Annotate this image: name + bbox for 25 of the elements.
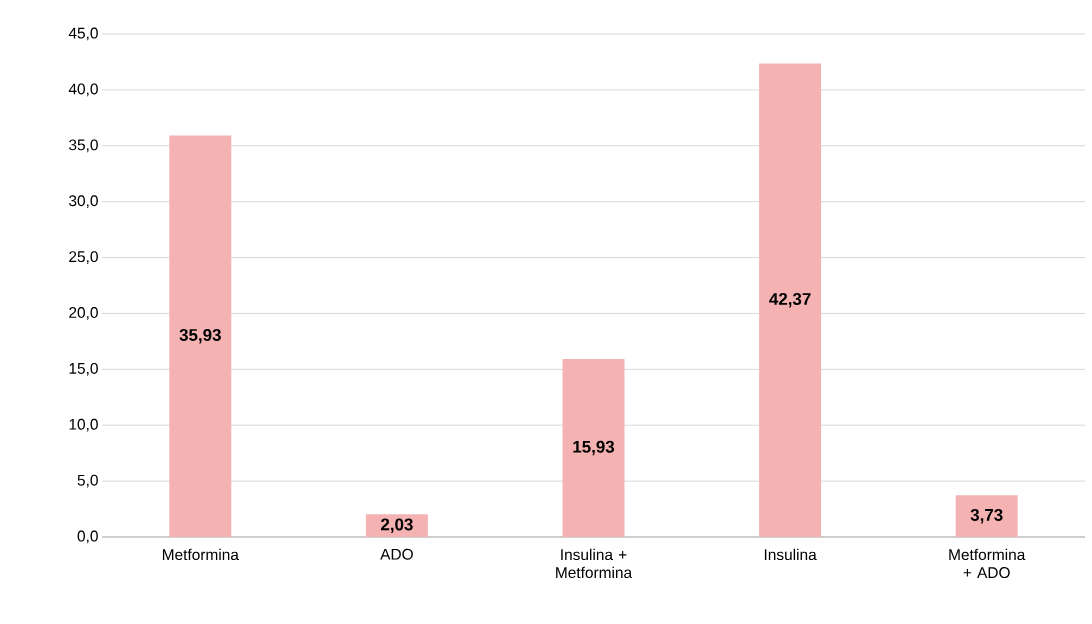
bar <box>169 135 232 537</box>
y-tick-label: 30,0 <box>69 195 98 209</box>
y-tick-label: 0,0 <box>77 530 98 544</box>
x-tick-label: Metformina <box>162 548 239 561</box>
data-label: 2,03 <box>381 518 413 533</box>
y-tick-label: 25,0 <box>69 251 98 264</box>
x-tick-label: Insulina <box>764 548 817 561</box>
bar <box>955 495 1018 537</box>
bar <box>365 514 428 537</box>
x-tick-label: Metformina + ADO <box>949 548 1026 579</box>
y-tick-label: 10,0 <box>69 418 98 432</box>
y-tick-label: 45,0 <box>68 27 98 41</box>
data-label: 15,93 <box>573 440 615 456</box>
y-tick-label: 40,0 <box>68 83 98 97</box>
x-tick-label: ADO <box>380 548 413 560</box>
x-tick-label: Insulina + Metformina <box>556 548 633 579</box>
bar <box>562 358 625 537</box>
y-tick-label: 5,0 <box>77 474 98 488</box>
bar <box>759 63 822 537</box>
y-tick-label: 35,0 <box>69 139 98 153</box>
y-tick-label: 15,0 <box>69 362 98 376</box>
data-label: 35,93 <box>179 328 221 344</box>
data-label: 42,37 <box>769 292 811 308</box>
data-label: 3,73 <box>970 508 1003 524</box>
y-tick-label: 20,0 <box>69 307 98 320</box>
